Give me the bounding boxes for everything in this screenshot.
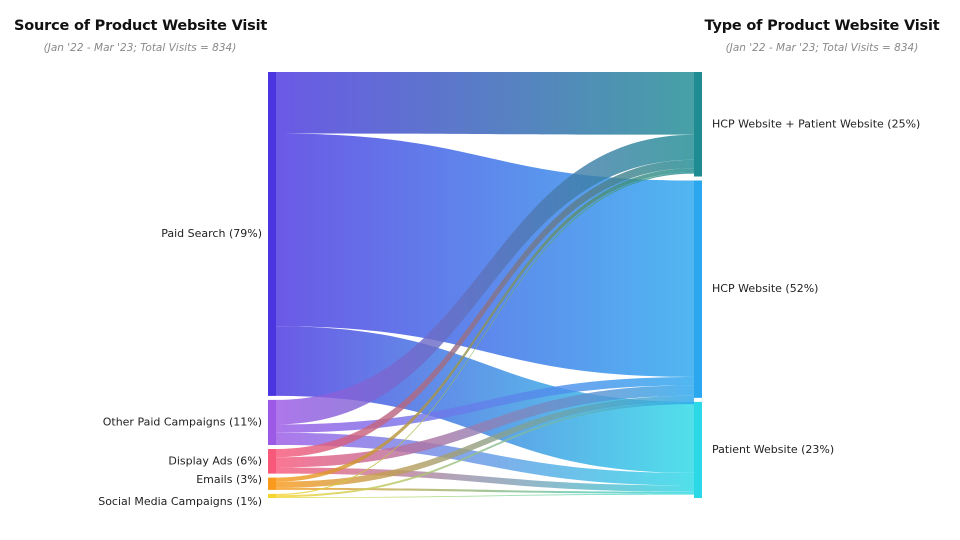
link-paid-search-to-patient-website — [276, 326, 694, 473]
left-title: Source of Product Website Visit — [14, 18, 268, 34]
source-node-other-paid-campaigns — [268, 399, 276, 445]
right-header: Type of Product Website Visit (Jan '22 -… — [702, 18, 942, 54]
sankey-links — [276, 72, 694, 498]
target-label-hcp-website: HCP Website (52%) — [712, 282, 818, 295]
source-node-paid-search — [268, 72, 276, 396]
source-label-paid-search: Paid Search (79%) — [161, 227, 262, 240]
right-title: Type of Product Website Visit — [704, 18, 940, 34]
source-node-emails — [268, 477, 276, 490]
source-label-social-media-campaigns: Social Media Campaigns (1%) — [98, 495, 262, 508]
left-header: Source of Product Website Visit (Jan '22… — [14, 18, 268, 54]
left-subtitle: (Jan '22 - Mar '23; Total Visits = 834) — [43, 42, 237, 54]
sankey-labels: Paid Search (79%) Other Paid Campaigns (1… — [98, 117, 920, 508]
link-social-media-campaigns-to-hcp-website — [276, 402, 694, 498]
target-node-patient-website — [694, 401, 702, 498]
source-label-other-paid-campaigns: Other Paid Campaigns (11%) — [103, 415, 262, 428]
link-emails-to-patient-website — [276, 487, 694, 494]
target-label-hcp-website-patient-website: HCP Website + Patient Website (25%) — [712, 117, 920, 130]
source-node-display-ads — [268, 449, 276, 474]
target-label-patient-website: Patient Website (23%) — [712, 443, 834, 456]
link-display-ads-to-hcp-website — [276, 385, 694, 468]
target-node-hcp-website-patient-website — [694, 72, 702, 177]
source-label-display-ads: Display Ads (6%) — [168, 454, 262, 467]
link-emails-to-hcp-website — [276, 395, 694, 488]
link-display-ads-to-hcp-website-patient-website — [276, 159, 694, 458]
source-label-emails: Emails (3%) — [196, 473, 262, 486]
link-social-media-campaigns-to-hcp-website-patient-website — [276, 172, 694, 496]
target-node-hcp-website — [694, 180, 702, 398]
link-other-paid-campaigns-to-hcp-website — [276, 376, 694, 433]
right-subtitle: (Jan '22 - Mar '23; Total Visits = 834) — [725, 42, 919, 54]
source-node-social-media-campaigns — [268, 493, 276, 498]
link-social-media-campaigns-to-patient-website — [276, 493, 694, 498]
link-paid-search-to-hcp-website-patient-website — [276, 72, 694, 135]
sankey-nodes — [268, 72, 702, 498]
link-emails-to-hcp-website-patient-website — [276, 168, 694, 482]
link-other-paid-campaigns-to-hcp-website-patient-website — [276, 134, 694, 425]
